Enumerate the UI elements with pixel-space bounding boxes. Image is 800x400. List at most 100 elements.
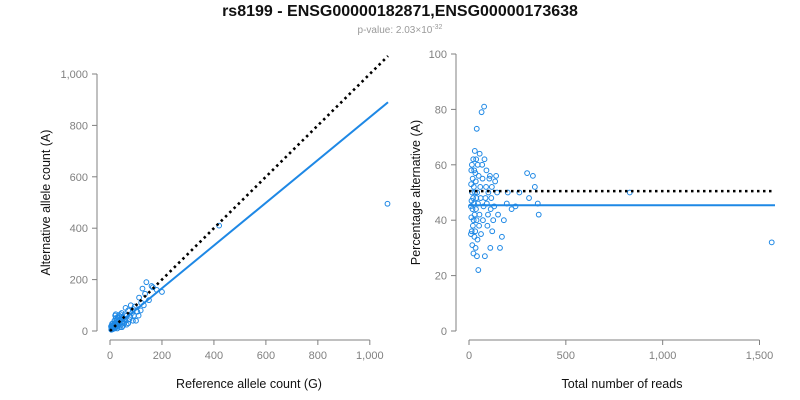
y-tick-label: 80 [435, 104, 447, 116]
data-point [489, 228, 496, 235]
p-value-times: ×10 [415, 25, 433, 36]
x-tick-label: 400 [205, 350, 223, 362]
x-tick-label: 800 [309, 350, 327, 362]
data-point [469, 222, 476, 229]
fit-line [109, 101, 389, 332]
data-point [512, 203, 519, 210]
y-tick-label: 800 [70, 120, 88, 132]
data-point [473, 156, 480, 163]
data-point [530, 172, 536, 179]
p-value-exponent: -32 [432, 24, 443, 31]
data-point [486, 175, 493, 182]
data-point [471, 233, 478, 240]
data-point [470, 156, 477, 163]
data-point [500, 217, 507, 224]
data-point [476, 211, 483, 218]
data-point [495, 211, 501, 218]
data-point [768, 239, 775, 246]
data-point [122, 304, 129, 311]
data-point [469, 175, 476, 182]
data-point [475, 172, 482, 179]
x-axis-title: Total number of reads [562, 377, 683, 391]
data-point [481, 253, 488, 260]
data-point [112, 312, 119, 319]
data-point [468, 203, 474, 210]
data-point [524, 170, 531, 177]
data-point [480, 203, 487, 210]
p-value-label: p-value: 2.03 [357, 25, 416, 36]
data-point [480, 217, 486, 224]
data-point [118, 310, 125, 316]
data-point [493, 172, 500, 179]
y-axis-title: Alternative allele count (A) [39, 130, 53, 276]
y-tick-label: 100 [429, 49, 447, 61]
data-point [497, 245, 503, 251]
data-point [216, 222, 223, 229]
data-point [481, 103, 488, 110]
data-point [492, 178, 499, 185]
data-point [149, 284, 156, 291]
data-point [485, 211, 491, 218]
x-tick-label: 200 [153, 350, 171, 362]
data-point [469, 242, 476, 249]
data-point [472, 170, 479, 177]
chart-subtitle: p-value: 2.03×10-32 [0, 24, 800, 36]
data-point [487, 245, 494, 251]
data-point [531, 184, 538, 190]
data-point [473, 195, 480, 201]
data-point [473, 125, 480, 132]
x-tick-label: 600 [257, 350, 275, 362]
data-point [123, 321, 130, 328]
y-tick-label: 200 [70, 275, 88, 287]
allele-count-scatter-panel: 0 200 400 600 800 1,000 0 200 400 600 800 1,000 Refe… [39, 55, 391, 391]
data-point [469, 161, 475, 168]
data-point [468, 231, 474, 237]
x-tick-label: 1,000 [649, 350, 677, 362]
data-point [487, 206, 494, 213]
y-tick-label: 1,000 [60, 69, 88, 81]
data-point [468, 214, 475, 221]
data-point [136, 294, 142, 301]
data-point [490, 217, 497, 224]
data-point [473, 217, 480, 224]
data-point [478, 109, 485, 116]
data-point [483, 184, 489, 190]
data-point [482, 195, 489, 201]
data-point [488, 195, 495, 201]
chart-title: rs8199 - ENSG00000182871,ENSG00000173638 [222, 3, 578, 20]
data-point [384, 200, 391, 207]
data-point [508, 206, 515, 213]
x-tick-label: 0 [107, 350, 113, 362]
data-point [474, 253, 480, 260]
data-point [468, 167, 475, 174]
data-point [479, 175, 486, 182]
data-point [471, 148, 478, 154]
data-point [481, 156, 488, 163]
data-point [474, 236, 481, 243]
y-tick-label: 60 [435, 160, 447, 172]
y-tick-label: 0 [82, 326, 88, 338]
y-tick-label: 40 [435, 215, 447, 227]
x-tick-label: 0 [466, 350, 472, 362]
y-axis-title: Percentage alternative (A) [409, 120, 423, 265]
x-tick-label: 500 [557, 350, 575, 362]
data-point [131, 312, 137, 319]
data-point [137, 307, 144, 314]
data-point [143, 279, 150, 286]
data-point [148, 283, 155, 289]
y-tick-label: 600 [70, 172, 88, 184]
y-tick-label: 20 [435, 271, 447, 283]
data-point [499, 233, 505, 240]
y-tick-label: 400 [70, 223, 88, 235]
data-point [472, 228, 479, 235]
x-tick-label: 1,500 [746, 350, 774, 362]
data-point [471, 167, 478, 174]
data-point [494, 189, 500, 196]
x-tick-label: 1,000 [356, 350, 384, 362]
data-point [119, 324, 125, 331]
data-point [125, 320, 132, 327]
data-point [469, 189, 475, 196]
data-point [483, 167, 490, 174]
data-point [535, 211, 542, 218]
